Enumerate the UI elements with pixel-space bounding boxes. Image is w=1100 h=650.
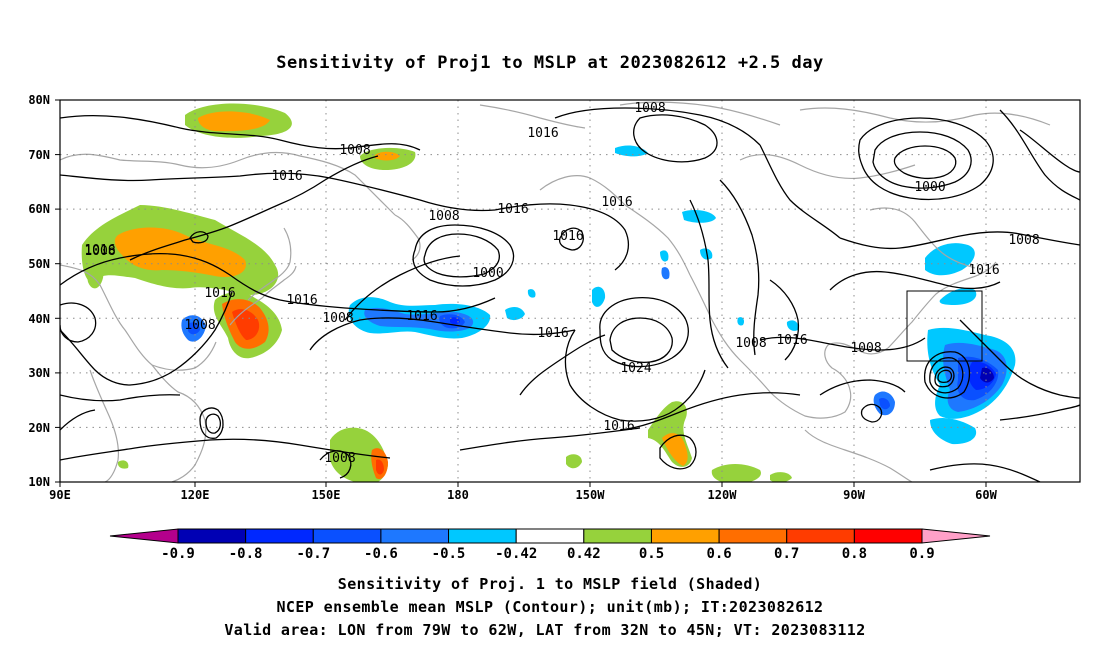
lat-label: 70N [28, 148, 50, 162]
contour-labels: 1008 1016 1008 1016 1016 1016 1008 1000 … [84, 101, 1039, 466]
figure-footer: Sensitivity of Proj. 1 to MSLP field (Sh… [224, 575, 865, 639]
colorbar-box [448, 528, 517, 544]
contour-label: 1008 [850, 341, 881, 356]
contour-label: 1016 [271, 169, 302, 184]
lat-label: 40N [28, 312, 50, 326]
colorbar-label: 0.8 [842, 546, 867, 562]
colorbar-box [718, 528, 788, 544]
lon-label: 180 [447, 488, 469, 502]
contour-label: 1024 [620, 361, 651, 376]
colorbar-box [853, 528, 923, 544]
contour-label: 1008 [339, 143, 370, 158]
contour-label: 1016 [601, 195, 632, 210]
contour-label: 1016 [603, 419, 634, 434]
contour-label: 1016 [84, 243, 115, 258]
colorbar-label: -0.6 [364, 546, 398, 562]
contour-label: 1016 [406, 309, 437, 324]
map-panel: 1008 1016 1008 1016 1016 1016 1008 1000 … [28, 93, 1081, 502]
colorbar-label: 0.5 [639, 546, 664, 562]
longitude-labels: 90E 120E 150E 180 150W 120W 90W 60W [49, 488, 997, 502]
contour-label: 1008 [84, 244, 115, 259]
contour-label: 1016 [776, 333, 807, 348]
lat-label: 30N [28, 366, 50, 380]
colorbar-box [786, 528, 855, 544]
colorbar-box [583, 528, 652, 544]
contour-label: 1016 [497, 202, 528, 217]
colorbar-box [515, 528, 585, 544]
lon-label: 120W [708, 488, 738, 502]
colorbar-boxes [177, 528, 923, 544]
contour-label: 1008 [735, 336, 766, 351]
colorbar-label: -0.7 [296, 546, 330, 562]
colorbar-box [245, 528, 314, 544]
colorbar-label: -0.5 [432, 546, 466, 562]
lat-label: 80N [28, 93, 50, 107]
contour-label: 1016 [968, 263, 999, 278]
contour-label: 1008 [322, 311, 353, 326]
colorbar-box [177, 528, 247, 544]
colorbar-label: 0.9 [909, 546, 934, 562]
colorbar-label: -0.42 [495, 546, 537, 562]
contour-label: 1016 [527, 126, 558, 141]
contour-label: 1008 [1008, 233, 1039, 248]
lon-label: 90E [49, 488, 71, 502]
tick-marks [55, 99, 987, 487]
colorbar-label: -0.9 [161, 546, 195, 562]
colorbar-low-end [109, 528, 179, 544]
colorbar-box [380, 528, 450, 544]
lon-label: 90W [843, 488, 865, 502]
figure-title: Sensitivity of Proj1 to MSLP at 20230826… [276, 53, 823, 73]
colorbar-label: 0.7 [774, 546, 799, 562]
contour-label: 1016 [204, 286, 235, 301]
lon-label: 60W [975, 488, 997, 502]
valid-area-box [906, 290, 983, 362]
contour-label: 1000 [914, 180, 945, 195]
colorbar: -0.9 -0.8 -0.7 -0.6 -0.5 -0.42 0.42 0.5 … [109, 528, 991, 562]
footer-line-3: Valid area: LON from 79W to 62W, LAT fro… [224, 621, 865, 639]
lon-label: 150E [312, 488, 341, 502]
footer-line-1: Sensitivity of Proj. 1 to MSLP field (Sh… [338, 575, 762, 593]
lat-label: 20N [28, 421, 50, 435]
contour-label: 1000 [472, 266, 503, 281]
lon-label: 150W [576, 488, 606, 502]
lon-label: 120E [181, 488, 210, 502]
contour-label: 1008 [324, 451, 355, 466]
coastlines [60, 101, 1051, 482]
mslp-contours [60, 107, 1080, 482]
contour-label: 1016 [537, 326, 568, 341]
colorbar-label: 0.42 [567, 546, 601, 562]
contour-label: 1008 [634, 101, 665, 116]
colorbar-high-end [921, 528, 991, 544]
colorbar-box [312, 528, 382, 544]
sensitivity-shading [81, 103, 1016, 482]
colorbar-labels: -0.9 -0.8 -0.7 -0.6 -0.5 -0.42 0.42 0.5 … [161, 546, 935, 562]
contour-label: 1008 [428, 209, 459, 224]
colorbar-label: 0.6 [706, 546, 731, 562]
contour-label: 1008 [184, 318, 215, 333]
latitude-labels: 80N 70N 60N 50N 40N 30N 20N 10N [28, 93, 50, 489]
colorbar-label: -0.8 [229, 546, 263, 562]
lat-label: 60N [28, 202, 50, 216]
footer-line-2: NCEP ensemble mean MSLP (Contour); unit(… [277, 598, 824, 616]
contour-label: 1016 [286, 293, 317, 308]
lat-label: 10N [28, 475, 50, 489]
lat-label: 50N [28, 257, 50, 271]
map-frame [59, 99, 1081, 483]
graticule [60, 100, 1080, 482]
colorbar-box [650, 528, 720, 544]
contour-label: 1016 [552, 229, 583, 244]
